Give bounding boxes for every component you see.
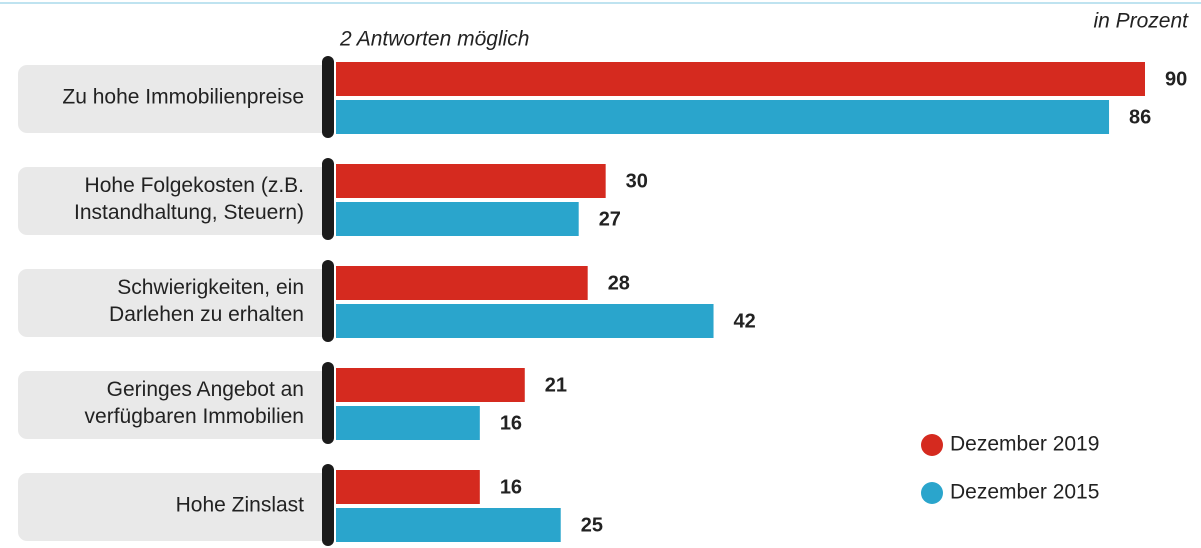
bar <box>336 470 480 504</box>
bar <box>336 62 1145 96</box>
category-label: Hohe Folgekosten (z.B. <box>85 174 304 197</box>
category-box <box>18 371 330 439</box>
bar <box>336 100 1110 134</box>
category-box <box>18 473 330 541</box>
legend-label: Dezember 2015 <box>950 481 1099 504</box>
category-box <box>18 167 330 235</box>
value-label: 16 <box>500 476 522 498</box>
category-label: Hohe Zinslast <box>176 494 305 517</box>
category-label: Zu hohe Immobilienpreise <box>62 86 304 109</box>
category-label: verfügbaren Immobilien <box>85 405 304 428</box>
category-label: Geringes Angebot an <box>107 378 304 401</box>
value-label: 42 <box>734 310 756 332</box>
value-label: 21 <box>545 374 567 396</box>
value-label: 16 <box>500 412 522 434</box>
axis-separator <box>322 56 334 138</box>
bar <box>336 406 480 440</box>
unit-label: in Prozent <box>1093 10 1189 33</box>
category-label: Instandhaltung, Steuern) <box>74 201 304 224</box>
value-label: 90 <box>1165 68 1187 90</box>
bar <box>336 304 714 338</box>
axis-separator <box>322 158 334 240</box>
axis-separator <box>322 464 334 546</box>
bar <box>336 266 588 300</box>
category-label: Darlehen zu erhalten <box>109 303 304 326</box>
bar <box>336 202 579 236</box>
value-label: 28 <box>608 272 630 294</box>
category-box <box>18 65 330 133</box>
value-label: 25 <box>581 514 603 536</box>
legend-label: Dezember 2019 <box>950 433 1099 456</box>
category-box <box>18 269 330 337</box>
value-label: 30 <box>626 170 648 192</box>
axis-separator <box>322 362 334 444</box>
value-label: 86 <box>1129 106 1151 128</box>
category-label: Schwierigkeiten, ein <box>117 276 304 299</box>
bar <box>336 508 561 542</box>
value-label: 27 <box>599 208 621 230</box>
bar <box>336 368 525 402</box>
legend-swatch <box>921 434 943 456</box>
axis-separator <box>322 260 334 342</box>
bar <box>336 164 606 198</box>
legend-swatch <box>921 482 943 504</box>
subtitle: 2 Antworten möglich <box>339 28 529 51</box>
